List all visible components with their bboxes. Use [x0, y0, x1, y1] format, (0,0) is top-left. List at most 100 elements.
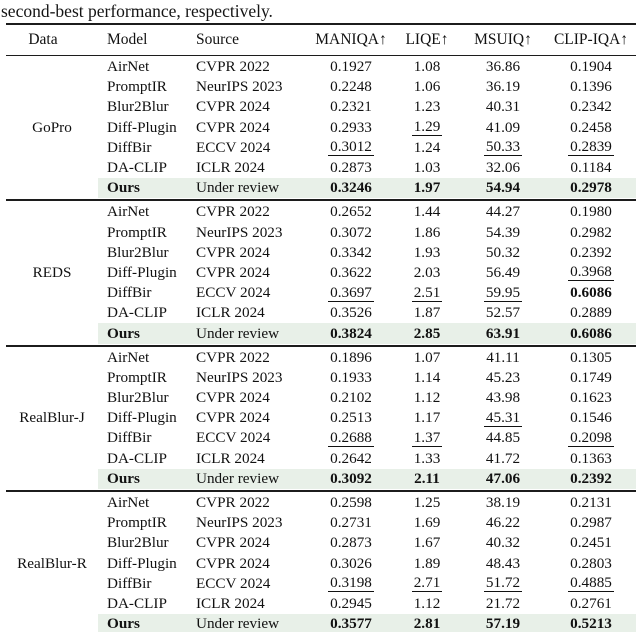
- cell-model: Diff-Plugin: [107, 118, 177, 136]
- cell-metric: 0.2458: [546, 118, 636, 138]
- cell-metric: 0.2873: [308, 533, 394, 553]
- metric-value: 0.3526: [330, 304, 372, 322]
- cell-metric: 0.2392: [546, 468, 636, 489]
- cell-metric: 50.32: [460, 243, 546, 263]
- metric-value: 2.81: [413, 615, 441, 632]
- cell-metric: 2.81: [394, 614, 460, 632]
- table-row: DiffBir ECCV 2024 0.3697 2.51 59.95 0.6086: [6, 283, 636, 303]
- cell-metric: 1.97: [394, 178, 460, 199]
- metric-value: 0.2987: [570, 514, 612, 532]
- cell-metric: 1.44: [394, 202, 460, 222]
- table-row: Diff-Plugin CVPR 2024 0.3026 1.89 48.43 0.280…: [6, 554, 636, 574]
- cell-metric: 0.2933: [308, 118, 394, 138]
- cell-metric: 0.6086: [546, 323, 636, 344]
- cell-source: ECCV 2024: [196, 574, 271, 592]
- metric-value: 40.32: [485, 534, 521, 552]
- cell-metric: 0.1904: [546, 57, 636, 77]
- column-header-source: Source: [196, 31, 240, 48]
- metric-value: 1.67: [413, 534, 441, 552]
- metric-value: 54.39: [485, 223, 521, 241]
- cell-metric: 0.1546: [546, 408, 636, 428]
- metric-value: 0.1927: [330, 58, 372, 76]
- metric-value: 1.86: [413, 223, 441, 241]
- cell-model: DA-CLIP: [107, 304, 167, 322]
- cell-source: ICLR 2024: [196, 594, 265, 612]
- metric-value: 50.33: [483, 138, 523, 157]
- cell-source: CVPR 2022: [196, 494, 270, 512]
- metric-value: 1.12: [413, 594, 441, 612]
- cell-source: NeurIPS 2023: [196, 78, 283, 96]
- cell-model: PromptIR: [107, 514, 167, 532]
- cell-metric: 2.51: [394, 283, 460, 303]
- metric-value: 0.2598: [330, 494, 372, 512]
- cell-metric: 0.2982: [546, 223, 636, 243]
- metric-value: 21.72: [485, 594, 521, 612]
- cell-metric: 36.19: [460, 77, 546, 97]
- cell-metric: 0.3198: [308, 574, 394, 594]
- column-header-clipiqa: CLIP-IQA↑: [553, 31, 629, 48]
- cell-source: CVPR 2024: [196, 534, 270, 552]
- column-header-liqe: LIQE↑: [405, 31, 449, 48]
- table-row: PromptIR NeurIPS 2023 0.2248 1.06 36.19 0.139…: [6, 77, 636, 97]
- cell-metric: 1.23: [394, 97, 460, 117]
- cell-model: Blur2Blur: [107, 534, 169, 552]
- metric-value: 1.87: [413, 304, 441, 322]
- cell-source: ECCV 2024: [196, 429, 271, 447]
- metric-value: 0.1623: [570, 389, 612, 407]
- cell-source: ECCV 2024: [196, 138, 271, 156]
- cell-metric: 0.2102: [308, 388, 394, 408]
- metric-value: 40.31: [485, 98, 521, 116]
- cell-metric: 0.3072: [308, 223, 394, 243]
- cell-metric: 2.03: [394, 263, 460, 283]
- cell-model: Ours: [98, 614, 190, 632]
- table-row: Ours Under review 0.3824 2.85 63.91 0.6086: [6, 323, 636, 344]
- cell-metric: 41.11: [460, 348, 546, 368]
- cell-source: ICLR 2024: [196, 449, 265, 467]
- cell-metric: 1.25: [394, 493, 460, 513]
- dataset-label: RealBlur-J: [19, 409, 85, 427]
- cell-model: Blur2Blur: [107, 389, 169, 407]
- dataset-label: RealBlur-R: [17, 554, 87, 572]
- table-row: Diff-Plugin CVPR 2024 0.2513 1.17 45.31 0.154…: [6, 408, 636, 428]
- cell-source: CVPR 2022: [196, 58, 270, 76]
- metric-value: 0.2642: [330, 449, 372, 467]
- cell-source: NeurIPS 2023: [196, 223, 283, 241]
- metric-value: 41.72: [485, 449, 521, 467]
- cell-metric: 0.2098: [546, 428, 636, 448]
- metric-value: 0.4885: [568, 574, 614, 593]
- cell-metric: 54.39: [460, 223, 546, 243]
- cell-model: AirNet: [107, 58, 150, 76]
- cell-metric: 0.2642: [308, 449, 394, 469]
- metric-value: 41.09: [485, 118, 521, 136]
- metric-value: 0.1363: [570, 449, 612, 467]
- cell-model: AirNet: [107, 348, 150, 366]
- metric-value: 0.2513: [330, 409, 372, 427]
- cell-metric: 32.06: [460, 158, 546, 178]
- cell-metric: 47.06: [460, 468, 546, 489]
- metric-value: 0.2688: [328, 428, 374, 447]
- metric-value: 32.06: [485, 159, 521, 177]
- metric-value: 0.1933: [330, 368, 372, 386]
- cell-source: Under review: [190, 178, 308, 199]
- cell-source: ECCV 2024: [196, 284, 271, 302]
- column-header-msuiq: MSUIQ↑: [474, 31, 532, 48]
- cell-metric: 1.03: [394, 158, 460, 178]
- table-row: Diff-Plugin CVPR 2024 0.2933 1.29 41.09 0.245…: [6, 118, 636, 138]
- cell-metric: 0.3026: [308, 554, 394, 574]
- cell-metric: 38.19: [460, 493, 546, 513]
- metric-value: 0.3012: [328, 138, 374, 157]
- metric-value: 0.3198: [328, 574, 374, 593]
- cell-model: DiffBir: [107, 429, 152, 447]
- cell-metric: 1.17: [394, 408, 460, 428]
- table-row: DA-CLIP ICLR 2024 0.2945 1.12 21.72 0.2761: [6, 594, 636, 614]
- cell-model: DiffBir: [107, 138, 152, 156]
- cell-source: Under review: [190, 323, 308, 344]
- metric-value: 0.2873: [330, 534, 372, 552]
- metric-value: 56.49: [485, 263, 521, 281]
- cell-metric: 44.85: [460, 428, 546, 448]
- cell-metric: 0.2342: [546, 97, 636, 117]
- cell-metric: 45.31: [460, 408, 546, 428]
- table-row: AirNet CVPR 2022 0.2598 1.25 38.19 0.2131: [6, 493, 636, 513]
- cell-metric: 1.89: [394, 554, 460, 574]
